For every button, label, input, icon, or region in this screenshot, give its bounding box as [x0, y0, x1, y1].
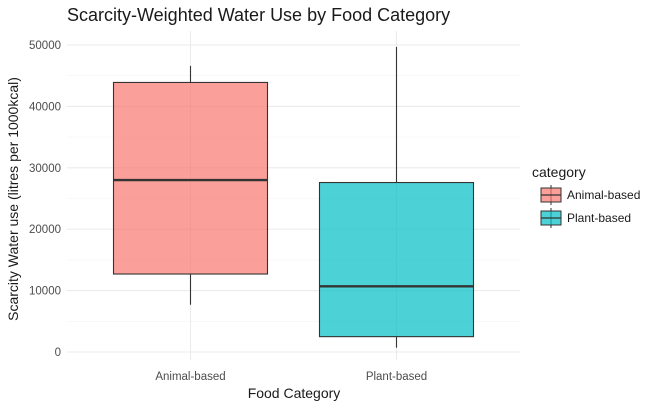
y-tick-label: 10000 — [29, 286, 61, 298]
legend-label: Plant-based — [567, 211, 631, 225]
y-axis-ticks: 0 10000 20000 30000 40000 50000 — [29, 40, 61, 359]
legend-label: Animal-based — [567, 188, 640, 202]
legend-item: Plant-based — [540, 208, 631, 228]
box-animal-based — [112, 65, 269, 305]
box-iqr — [318, 181, 475, 338]
y-tick-label: 30000 — [29, 163, 61, 175]
y-axis-title: Scarcity Water use (litres per 1000kcal) — [5, 77, 21, 321]
y-tick-label: 40000 — [29, 101, 61, 113]
y-tick-label: 20000 — [29, 224, 61, 236]
x-axis-ticks: Animal-based Plant-based — [155, 371, 427, 383]
legend-item: Animal-based — [540, 185, 640, 205]
legend-title: category — [532, 164, 586, 180]
x-axis-title: Food Category — [248, 385, 341, 401]
x-tick-label: Animal-based — [155, 371, 225, 383]
boxes — [112, 46, 475, 348]
legend: category Animal-based Plant-based — [532, 164, 640, 228]
box-plant-based — [318, 46, 475, 348]
chart-title: Scarcity-Weighted Water Use by Food Cate… — [67, 5, 450, 25]
y-tick-label: 0 — [55, 347, 61, 359]
y-tick-label: 50000 — [29, 40, 61, 52]
box-iqr — [112, 81, 269, 275]
x-tick-label: Plant-based — [366, 371, 427, 383]
